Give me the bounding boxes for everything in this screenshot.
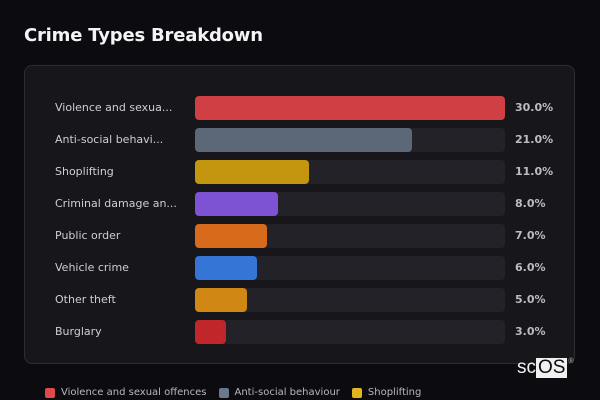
legend-item[interactable]: Violence and sexual offences (45, 387, 207, 398)
chart-card: Violence and sexua... 30.0% Anti-social be… (24, 65, 575, 364)
bar-fill[interactable] (195, 128, 412, 152)
bar-track (195, 256, 505, 280)
bar-value: 11.0% (515, 165, 554, 178)
legend-swatch-icon (45, 387, 55, 398)
bar-value: 5.0% (515, 293, 546, 306)
bar-track (195, 192, 505, 216)
bar-label: Public order (55, 229, 121, 242)
bar-row: Anti-social behavi... 21.0% (25, 128, 574, 152)
bar-row: Burglary 3.0% (25, 320, 574, 344)
registered-mark-icon: ® (568, 358, 574, 365)
bar-row: Violence and sexua... 30.0% (25, 96, 574, 120)
bar-row: Criminal damage an... 8.0% (25, 192, 574, 216)
bar-label: Burglary (55, 325, 102, 338)
bar-label: Anti-social behavi... (55, 133, 164, 146)
bar-track (195, 96, 505, 120)
bar-row: Shoplifting 11.0% (25, 160, 574, 184)
chart-title: Crime Types Breakdown (24, 25, 263, 46)
bar-fill[interactable] (195, 320, 226, 344)
bar-fill[interactable] (195, 192, 278, 216)
bar-track (195, 224, 505, 248)
bar-value: 6.0% (515, 261, 546, 274)
legend-item[interactable]: Shoplifting (351, 387, 422, 398)
watermark-logo: sc OS ® (517, 358, 574, 378)
bar-value: 21.0% (515, 133, 554, 146)
legend-swatch-icon (218, 387, 229, 398)
bar-value: 30.0% (515, 101, 554, 114)
bar-label: Vehicle crime (55, 261, 129, 274)
bar-row: Vehicle crime 6.0% (25, 256, 574, 280)
legend-label: Violence and sexual offences (61, 387, 207, 398)
bar-track (195, 288, 505, 312)
bar-value: 7.0% (515, 229, 546, 242)
bar-track (195, 320, 505, 344)
bar-fill[interactable] (195, 160, 309, 184)
bar-value: 3.0% (515, 325, 546, 338)
bar-label: Violence and sexua... (55, 101, 173, 114)
bar-row: Public order 7.0% (25, 224, 574, 248)
legend-label: Anti-social behaviour (234, 387, 340, 398)
bar-fill[interactable] (195, 256, 257, 280)
bar-fill[interactable] (195, 288, 247, 312)
bar-row: Other theft 5.0% (25, 288, 574, 312)
bar-fill[interactable] (195, 96, 505, 120)
bar-track (195, 128, 505, 152)
legend-label: Shoplifting (367, 387, 422, 398)
watermark-text-right: OS (536, 357, 568, 378)
bar-label: Criminal damage an... (55, 197, 177, 210)
legend-swatch-icon (351, 387, 362, 398)
bar-fill[interactable] (195, 224, 268, 248)
bar-value: 8.0% (515, 197, 546, 210)
bar-label: Other theft (55, 293, 116, 306)
watermark-text-left: sc (517, 357, 536, 378)
bar-label: Shoplifting (55, 165, 114, 178)
chart-legend: Violence and sexual offences Anti-social … (45, 387, 421, 398)
legend-item[interactable]: Anti-social behaviour (218, 387, 340, 398)
bar-track (195, 160, 505, 184)
